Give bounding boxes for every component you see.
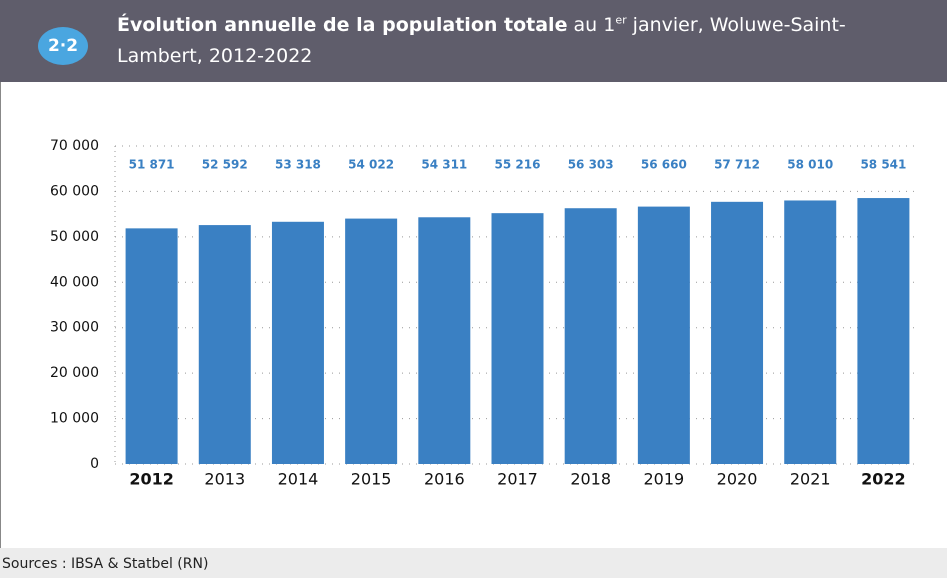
bar <box>564 208 617 464</box>
y-tick-label: 10 000 <box>50 411 99 427</box>
bar <box>271 221 324 464</box>
value-label: 51 871 <box>129 158 175 172</box>
x-tick-label: 2012 <box>129 470 174 489</box>
x-tick-label: 2016 <box>424 470 465 489</box>
header: 2·2 Évolution annuelle de la population … <box>0 0 947 82</box>
bar <box>637 206 690 464</box>
y-tick-label: 40 000 <box>50 274 99 290</box>
x-tick-label: 2015 <box>351 470 392 489</box>
value-label: 55 216 <box>495 158 541 172</box>
subtitle: janvier, Woluwe-Saint-Lambert, 2012-2022 <box>117 14 846 67</box>
subtitle-sup: er <box>615 13 627 27</box>
bar <box>125 228 178 464</box>
x-tick-label: 2013 <box>204 470 245 489</box>
value-label: 58 010 <box>787 158 833 172</box>
value-label: 56 303 <box>568 158 614 172</box>
value-label: 54 311 <box>421 158 467 172</box>
bar <box>418 217 471 464</box>
badge: 2·2 <box>38 27 88 65</box>
x-tick-label: 2019 <box>644 470 685 489</box>
x-tick-label: 2017 <box>497 470 538 489</box>
x-tick-label: 2014 <box>278 470 319 489</box>
bar <box>857 198 910 465</box>
value-label: 56 660 <box>641 158 687 172</box>
bar <box>345 218 398 464</box>
x-tick-label: 2020 <box>717 470 758 489</box>
bar <box>711 201 764 464</box>
x-tick-label: 2021 <box>790 470 831 489</box>
value-label: 52 592 <box>202 158 248 172</box>
bar <box>784 200 837 464</box>
chart-title: Évolution annuelle de la population tota… <box>117 14 568 36</box>
chart: 0 10 000 20 000 30 000 40 000 50 000 60 000 70 … <box>50 138 920 489</box>
x-tick-label: 2018 <box>570 470 611 489</box>
value-label: 54 022 <box>348 158 394 172</box>
y-tick-label: 0 <box>90 456 99 472</box>
y-tick-label: 70 000 <box>50 138 99 154</box>
chart-area <box>0 82 947 548</box>
y-tick-label: 50 000 <box>50 229 99 245</box>
value-label: 53 318 <box>275 158 321 172</box>
x-tick-label: 2022 <box>861 470 906 489</box>
source: Sources : IBSA & Statbel (RN) <box>0 548 947 578</box>
bar <box>491 213 544 464</box>
y-tick-label: 30 000 <box>50 320 99 336</box>
y-tick-label: 20 000 <box>50 365 99 381</box>
value-label: 57 712 <box>714 158 760 172</box>
subtitle: au 1 <box>573 14 616 36</box>
value-label: 58 541 <box>860 158 906 172</box>
y-tick-label: 60 000 <box>50 183 99 199</box>
bar <box>198 225 251 464</box>
title-block: Évolution annuelle de la population tota… <box>117 10 877 72</box>
